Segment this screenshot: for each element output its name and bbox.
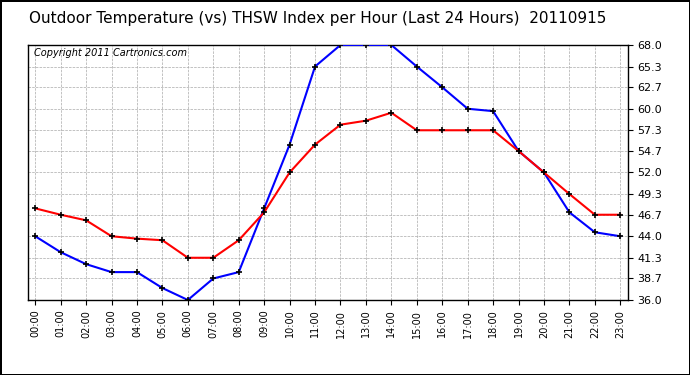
Text: Outdoor Temperature (vs) THSW Index per Hour (Last 24 Hours)  20110915: Outdoor Temperature (vs) THSW Index per … [29, 11, 606, 26]
Text: Copyright 2011 Cartronics.com: Copyright 2011 Cartronics.com [34, 48, 186, 57]
